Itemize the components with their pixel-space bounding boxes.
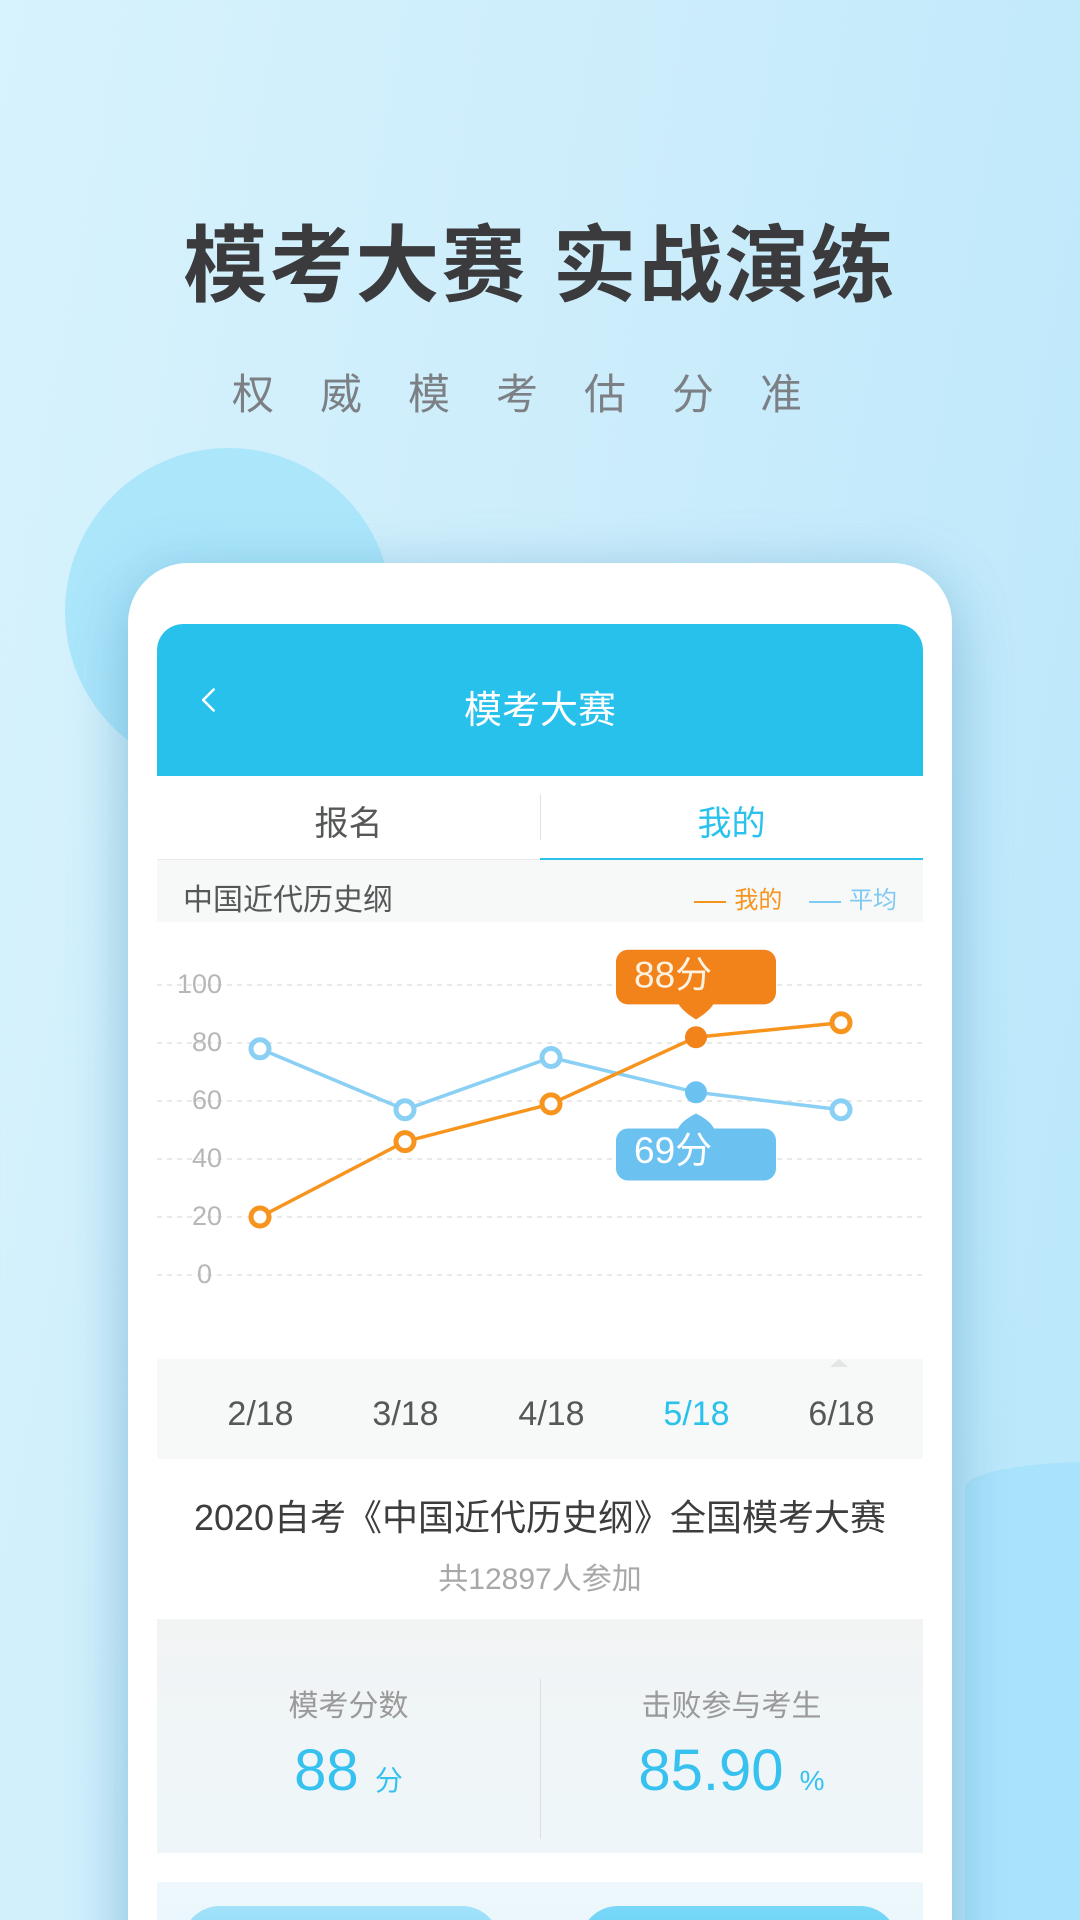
svg-text:60: 60 <box>192 1085 222 1115</box>
svg-text:69分: 69分 <box>634 1130 712 1171</box>
svg-text:0: 0 <box>197 1259 212 1289</box>
svg-text:80: 80 <box>192 1027 222 1057</box>
svg-text:100: 100 <box>177 969 222 999</box>
svg-text:88分: 88分 <box>634 955 712 996</box>
svg-text:20: 20 <box>192 1201 222 1231</box>
svg-text:40: 40 <box>192 1143 222 1173</box>
